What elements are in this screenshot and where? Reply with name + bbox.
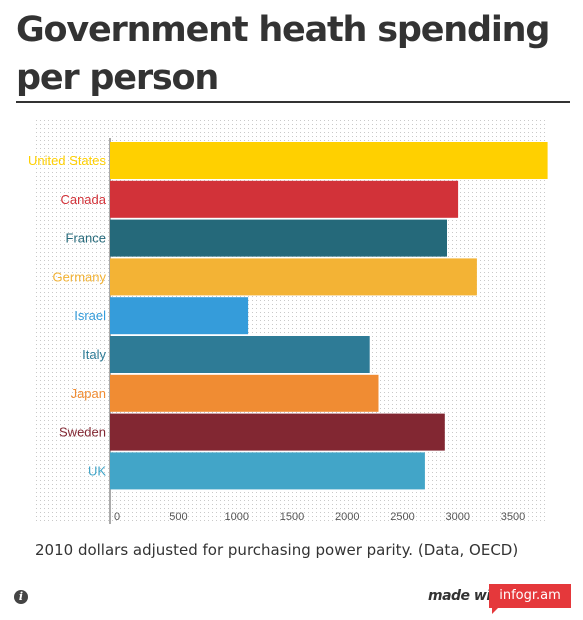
bar-canada[interactable]	[110, 180, 459, 218]
bar-italy[interactable]	[110, 336, 370, 373]
chart-caption: 2010 dollars adjusted for purchasing pow…	[35, 541, 519, 559]
info-icon[interactable]: i	[14, 590, 28, 604]
bar-japan[interactable]	[110, 374, 379, 412]
bar-sweden[interactable]	[110, 413, 445, 451]
made-with-text: made with	[428, 588, 507, 604]
x-tick-label-1000: 1000	[225, 511, 249, 523]
category-label-france: France	[66, 231, 106, 246]
x-tick-label-3500: 3500	[501, 511, 525, 523]
category-label-canada: Canada	[60, 192, 106, 207]
title-divider	[16, 101, 570, 103]
x-tick-label-3000: 3000	[446, 511, 470, 523]
category-label-japan: Japan	[71, 386, 106, 401]
bar-israel[interactable]	[110, 297, 249, 335]
x-tick-label-0: 0	[114, 511, 120, 523]
brand-logo-button[interactable]: infogr.am	[489, 584, 571, 608]
x-tick-label-2000: 2000	[335, 511, 359, 523]
bar-france[interactable]	[110, 219, 447, 257]
bar-germany[interactable]	[110, 258, 477, 296]
category-label-germany: Germany	[53, 269, 107, 284]
category-label-uk: UK	[88, 463, 106, 478]
brand-logo-tail	[492, 606, 500, 614]
chart-title: Government heath spending per person	[16, 10, 550, 98]
x-tick-label-2500: 2500	[390, 511, 414, 523]
category-label-israel: Israel	[74, 308, 106, 323]
category-label-sweden: Sweden	[59, 425, 106, 440]
bar-chart: United States Canada France Germany Israel It…	[28, 120, 548, 524]
x-tick-label-1500: 1500	[280, 511, 304, 523]
x-tick-label-500: 500	[169, 511, 187, 523]
category-label-united-states: United States	[28, 153, 107, 168]
bar-uk[interactable]	[110, 452, 425, 490]
category-label-italy: Italy	[82, 347, 106, 362]
bar-united-states[interactable]	[110, 142, 548, 179]
